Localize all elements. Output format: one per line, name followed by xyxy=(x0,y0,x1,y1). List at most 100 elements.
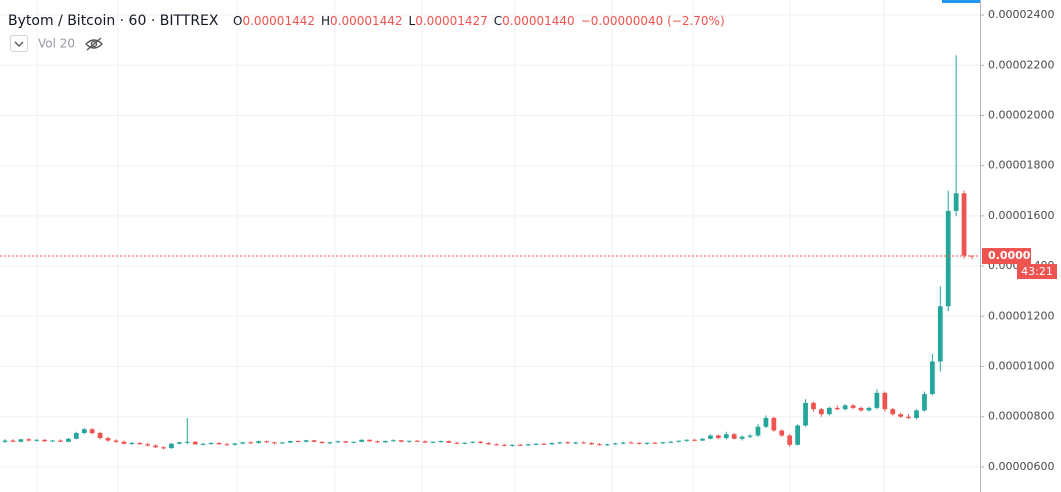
candle-body xyxy=(121,441,127,444)
y-tick-label: 0.00001600 xyxy=(988,209,1054,222)
candle-body xyxy=(73,433,79,439)
candle-body xyxy=(287,441,293,443)
candle-body xyxy=(26,439,32,441)
candle-body xyxy=(945,210,951,307)
candle-body xyxy=(612,443,618,445)
candle-body xyxy=(501,444,507,446)
candle-body xyxy=(486,443,491,445)
candle-body xyxy=(81,429,87,434)
candle-body xyxy=(200,443,206,445)
candle-body xyxy=(327,442,333,444)
candle-body xyxy=(10,440,16,442)
candle-body xyxy=(581,442,586,444)
candle-body xyxy=(605,444,610,446)
candle-body xyxy=(153,445,158,448)
candle-body xyxy=(842,405,848,410)
candle-body xyxy=(446,441,452,443)
candle-body xyxy=(953,193,959,211)
candle-body xyxy=(565,442,571,444)
ohlc-legend: O0.00001442 H0.00001442 L0.00001427 C0.0000… xyxy=(233,14,725,28)
ohlc-key: O xyxy=(233,14,242,28)
last-price-box xyxy=(982,248,1031,265)
candle-body xyxy=(272,442,277,444)
candle-body xyxy=(42,439,48,442)
y-tick-label: 0.00000800 xyxy=(988,410,1054,423)
candle-body xyxy=(248,442,254,444)
candle-body xyxy=(763,417,769,427)
candle-body xyxy=(208,443,214,445)
candle-body xyxy=(557,442,563,444)
candle-body xyxy=(850,405,856,408)
candle-body xyxy=(517,444,523,446)
y-tick-label: 0.00001800 xyxy=(988,159,1054,172)
candle-body xyxy=(906,416,911,418)
candle-body xyxy=(929,361,935,395)
candle-body xyxy=(470,441,476,443)
candle-body xyxy=(914,410,919,418)
candle-body xyxy=(311,440,317,442)
candle-body xyxy=(430,441,436,443)
symbol: Bytom / Bitcoin · 60 · BITTREX xyxy=(8,13,219,29)
candle-body xyxy=(161,447,166,449)
candle-body xyxy=(858,407,864,411)
candle-body xyxy=(692,439,697,441)
candle-body xyxy=(383,441,388,443)
candle-body xyxy=(715,435,721,439)
countdown: 43:21 xyxy=(1021,265,1053,278)
candle-body xyxy=(747,435,753,437)
candle-body xyxy=(684,439,690,441)
price-change: −0.00000040 (−2.70%) xyxy=(581,14,725,28)
candle-body xyxy=(295,441,301,443)
candle-body xyxy=(18,439,24,442)
candle-body xyxy=(700,438,705,441)
candle-body xyxy=(367,439,372,442)
candle-body xyxy=(922,394,927,411)
candle-body xyxy=(819,409,824,415)
countdown-box xyxy=(1017,264,1057,280)
candle-body xyxy=(494,444,499,446)
candle-body xyxy=(137,443,143,445)
candle-body xyxy=(628,442,634,444)
candle-body xyxy=(573,442,579,444)
candle-body xyxy=(224,444,230,446)
y-tick-label: 0.00002200 xyxy=(988,58,1054,71)
candle-body xyxy=(803,402,808,426)
candle-body xyxy=(668,441,674,443)
candle-body xyxy=(961,193,967,256)
candle-body xyxy=(898,414,904,417)
ohlc-value: 0.00001427 xyxy=(415,14,488,28)
candle-body xyxy=(319,441,325,444)
candle-body xyxy=(652,442,658,444)
candle-body xyxy=(549,443,555,445)
ohlc-value: 0.00001442 xyxy=(330,14,403,28)
candle-body xyxy=(731,434,737,439)
price-grid xyxy=(0,14,980,468)
hidden-eye-icon[interactable] xyxy=(85,37,103,51)
candle-body xyxy=(414,440,420,442)
indicator-label[interactable]: Vol 20 xyxy=(38,37,75,51)
candle-body xyxy=(525,444,531,446)
candle-body xyxy=(351,441,357,443)
candle-body xyxy=(129,443,135,445)
candle-body xyxy=(462,442,468,444)
candle-body xyxy=(795,425,801,445)
candle-body xyxy=(866,407,872,411)
candle-body xyxy=(509,444,515,446)
y-tick-label: 0.00001200 xyxy=(988,309,1054,322)
candle-body xyxy=(890,409,896,415)
candles xyxy=(2,55,975,450)
candle-body xyxy=(176,442,182,444)
collapse-button[interactable] xyxy=(10,35,28,52)
candle-body xyxy=(406,440,412,442)
candle-body xyxy=(533,443,539,445)
candle-body xyxy=(937,306,943,362)
candle-body xyxy=(398,440,404,442)
candle-body xyxy=(597,444,602,446)
candle-body xyxy=(723,434,729,439)
candle-body xyxy=(192,441,198,445)
candle-body xyxy=(478,441,483,444)
candle-body xyxy=(826,407,832,415)
ohlc-value: 0.00001442 xyxy=(242,14,315,28)
ohlc-key: H xyxy=(321,14,330,28)
